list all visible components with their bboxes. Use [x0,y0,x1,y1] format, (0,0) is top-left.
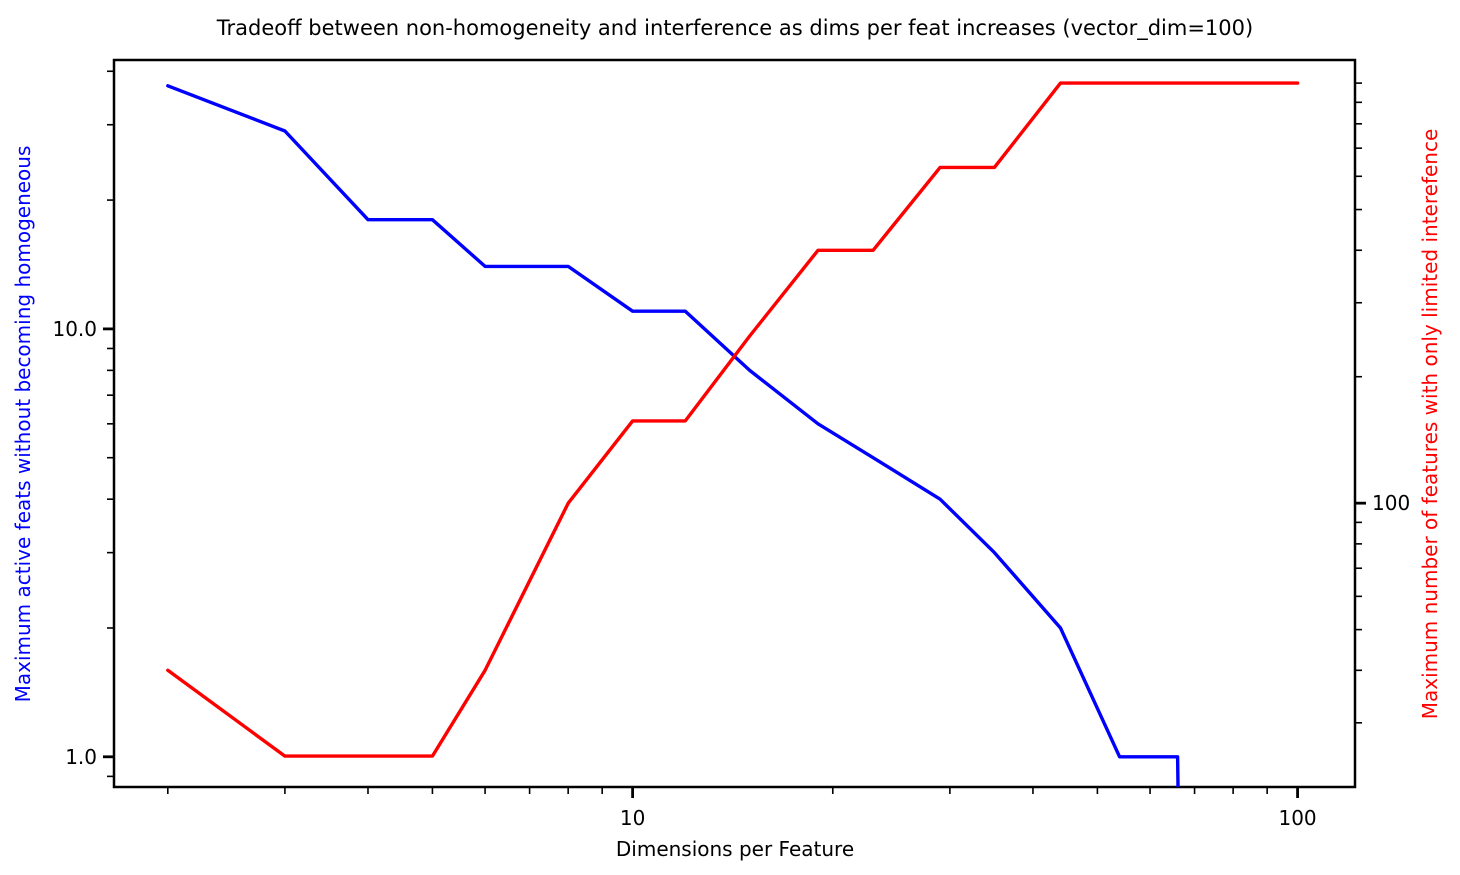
left-y-tick-label: 10.0 [52,317,97,341]
blue-series-line [166,84,1180,787]
left-y-axis-label: Maximum active feats without becoming ho… [11,146,35,703]
x-axis-label: Dimensions per Feature [616,837,854,861]
plot-spines [112,58,1357,789]
data-series [166,81,1300,787]
red-series-line [166,81,1300,758]
axis-ticks: 10 100 1.0 10.0 100 [52,70,1410,830]
x-axis-tick-label: 10 [620,806,645,830]
chart-title: Tradeoff between non-homogeneity and int… [216,16,1253,41]
x-axis-tick-label: 100 [1278,806,1316,830]
right-y-tick-label: 100 [1372,491,1410,515]
right-y-axis-label: Maximum number of features with only lim… [1418,129,1442,720]
left-y-tick-label: 1.0 [65,745,97,769]
